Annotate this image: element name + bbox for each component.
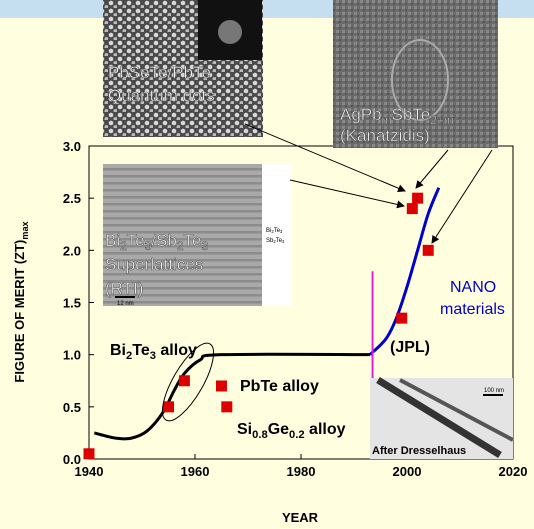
y-tick-label: 1.0 (63, 348, 81, 363)
point (396, 313, 407, 324)
point (412, 193, 423, 204)
x-tick-label: 1960 (181, 464, 210, 479)
point (221, 401, 232, 412)
y-tick-label: 1.5 (63, 296, 81, 311)
annotation: Quantum dots (108, 86, 215, 105)
x-tick-label: 1980 (287, 464, 316, 479)
point (163, 401, 174, 412)
point (407, 203, 418, 214)
annotation: (RTI) (105, 279, 143, 298)
point (179, 375, 190, 386)
chart: PbSeTe/PbTe Quantum dots AgPbmSbTe2+m (K… (0, 0, 534, 529)
photo-legend-area (262, 164, 292, 306)
y-tick-label: 3.0 (63, 139, 81, 154)
annotation: 100 nm (484, 388, 504, 394)
y-tick-label: 2.5 (63, 191, 81, 206)
annotation: (JPL) (390, 339, 430, 356)
annotation: 12 nm (117, 301, 134, 307)
x-tick-label: 2020 (499, 464, 528, 479)
x-tick-label: 2000 (393, 464, 422, 479)
annotation: (Kanatzidis) (340, 126, 430, 145)
diffraction (218, 20, 242, 44)
x-tick-label: 1940 (75, 464, 104, 479)
annotation: After Dresselhaus (372, 445, 466, 457)
point (84, 448, 95, 459)
annotation: PbSeTe/PbTe (108, 63, 211, 82)
annotation: PbTe alloy (240, 378, 319, 395)
y-tick-label: 2.0 (63, 243, 81, 258)
point (216, 380, 227, 391)
annotation: Superlattices (105, 255, 203, 274)
point (423, 245, 434, 256)
annotation: materials (440, 301, 505, 318)
annotation: Bi2Te3 (266, 228, 283, 234)
x-axis-title: YEAR (282, 510, 319, 525)
y-tick-label: 0.5 (63, 400, 81, 415)
annotation: Sb2Te3 (266, 238, 285, 244)
annotation: NANO (450, 279, 496, 296)
